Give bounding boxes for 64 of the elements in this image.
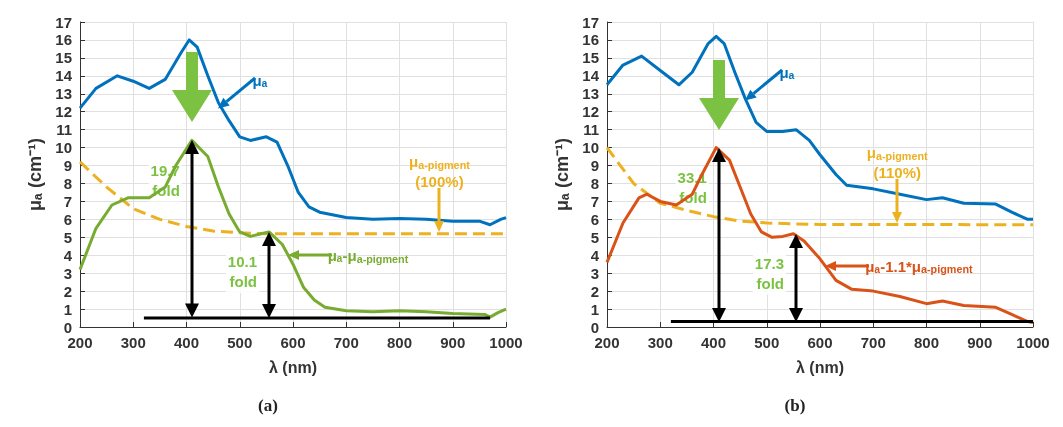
x-tick-label: 900 (967, 334, 993, 351)
y-tick-label: 15 (582, 49, 599, 67)
y-tick-label: 16 (582, 31, 599, 49)
y-tick-label: 12 (582, 103, 599, 121)
y-tick-label: 8 (63, 174, 72, 192)
y-tick-label: 1 (63, 300, 72, 318)
x-tick-label: 1000 (489, 334, 523, 351)
y-tick-label: 7 (590, 192, 599, 210)
y-tick-label: 5 (590, 228, 599, 246)
x-tick-label: 700 (333, 334, 359, 351)
y-tick-label: 11 (56, 121, 72, 139)
y-tick-label: 5 (63, 228, 72, 246)
y-tick-label: 10 (55, 139, 72, 157)
annotation: 10.1 fold (227, 253, 258, 291)
y-tick-label: 3 (590, 264, 599, 282)
y-tick-label: 3 (63, 264, 72, 282)
x-axis-title: λ (nm) (269, 358, 317, 376)
annotation: μₐ (252, 71, 268, 89)
y-tick-label: 0 (63, 318, 72, 336)
y-tick-label: 10 (582, 139, 599, 157)
text: (b) (784, 396, 806, 415)
y-tick-label: 16 (55, 31, 72, 49)
y-tick-label: 2 (63, 282, 72, 300)
y-tick-label: 17 (582, 13, 599, 31)
y-tick-label: 12 (55, 103, 72, 121)
x-tick-label: 600 (807, 334, 833, 351)
x-tick-label: 400 (700, 334, 727, 351)
x-tick-label: 1000 (1016, 334, 1050, 351)
y-tick-label: 9 (63, 157, 72, 175)
y-tick-label: 8 (590, 174, 599, 192)
y-tick-label: 11 (583, 121, 599, 139)
y-tick-label: 0 (590, 318, 599, 336)
x-tick-label: 600 (280, 334, 306, 351)
x-axis-title: λ (nm) (796, 358, 844, 376)
x-tick-label: 800 (386, 334, 413, 351)
x-tick-label: 300 (120, 334, 146, 351)
annotation: 17.3 fold (754, 255, 785, 293)
y-tick-label: 4 (590, 246, 600, 264)
y-tick-label: 6 (590, 210, 599, 228)
x-tick-label: 300 (647, 334, 673, 351)
y-tick-label: 14 (55, 67, 73, 85)
y-tick-label: 4 (63, 246, 73, 264)
x-tick-label: 500 (754, 334, 780, 351)
x-tick-label: 200 (594, 334, 620, 351)
text: (a) (258, 396, 278, 415)
y-tick-label: 15 (55, 49, 72, 67)
x-tick-label: 700 (860, 334, 886, 351)
x-tick-label: 400 (173, 334, 200, 351)
x-tick-label: 500 (227, 334, 253, 351)
y-tick-label: 14 (582, 67, 600, 85)
x-tick-label: 900 (440, 334, 466, 351)
y-tick-label: 2 (590, 282, 599, 300)
annotation: μₐ (779, 64, 795, 82)
y-tick-label: 1 (590, 300, 599, 318)
y-axis-title: μₐ (cm⁻¹) (552, 138, 573, 211)
y-tick-label: 13 (582, 85, 599, 103)
x-tick-label: 800 (913, 334, 940, 351)
y-tick-label: 7 (63, 192, 72, 210)
y-tick-label: 6 (63, 210, 72, 228)
x-tick-label: 200 (67, 334, 93, 351)
y-tick-label: 9 (590, 157, 599, 175)
y-tick-label: 17 (55, 13, 72, 31)
y-axis-title: μₐ (cm⁻¹) (25, 138, 46, 211)
y-tick-label: 13 (55, 85, 72, 103)
